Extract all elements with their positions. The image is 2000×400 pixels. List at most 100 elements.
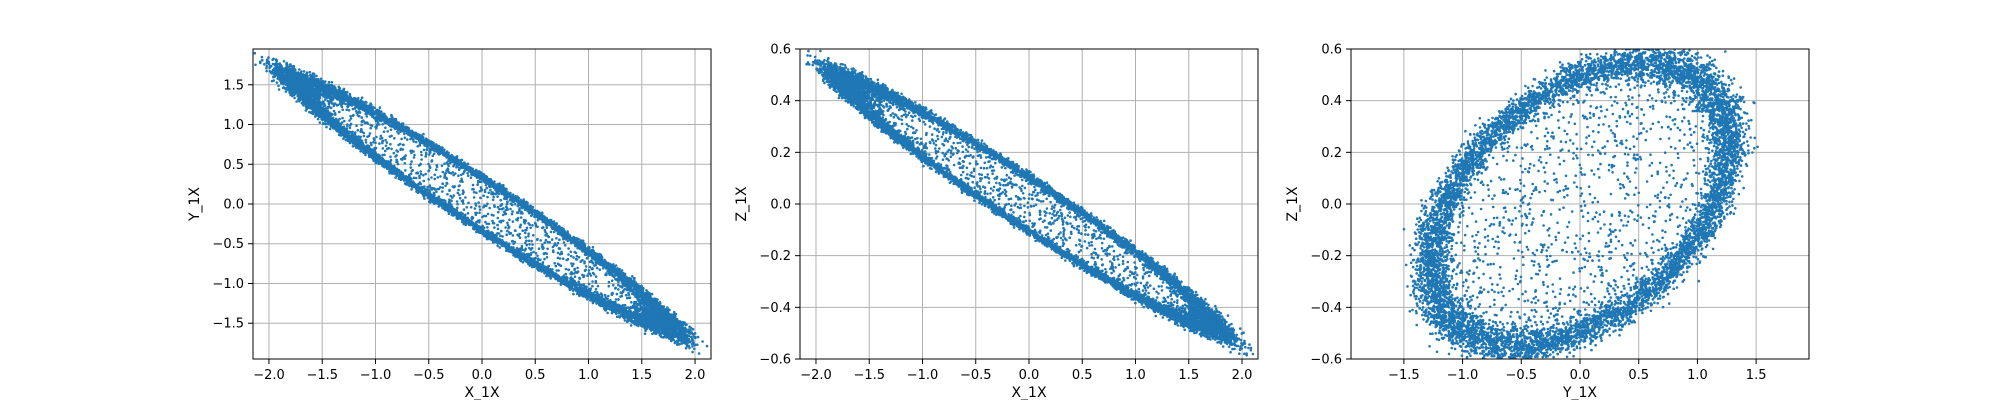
scatter-point <box>512 242 515 245</box>
scatter-point <box>420 158 423 161</box>
scatter-point <box>545 226 549 229</box>
scatter-point <box>591 271 595 275</box>
scatter-point <box>499 234 502 238</box>
scatter-point <box>466 174 470 178</box>
scatter-point <box>356 114 360 117</box>
scatter-point <box>378 123 381 126</box>
scatter-point <box>308 70 312 74</box>
scatter-point <box>381 123 385 126</box>
scatter-point <box>398 142 402 146</box>
scatter-point <box>410 169 414 173</box>
scatter-point <box>499 220 503 224</box>
scatter-point <box>349 122 353 126</box>
scatter-point <box>693 347 696 351</box>
scatter-point <box>315 74 318 78</box>
scatter-point <box>404 169 407 172</box>
scatter-point <box>603 293 607 297</box>
scatter-point <box>572 256 575 259</box>
scatter-point <box>282 60 286 63</box>
scatter-point <box>476 181 480 184</box>
scatter-point <box>544 238 548 242</box>
scatter-point <box>523 231 527 235</box>
scatter-point <box>422 148 426 152</box>
scatter-point <box>383 149 387 153</box>
scatter-point <box>422 174 425 177</box>
scatter-point <box>507 242 511 245</box>
scatter-point <box>263 63 266 66</box>
scatter-point <box>486 202 489 205</box>
scatter-point <box>543 257 546 261</box>
scatter-point <box>392 151 396 155</box>
scatter-point <box>447 200 451 204</box>
scatter-point <box>400 137 403 141</box>
scatter-point <box>436 176 440 179</box>
scatter-point <box>696 335 700 339</box>
scatter-point <box>556 251 560 255</box>
scatter-point <box>626 306 630 309</box>
scatter-point <box>595 266 599 270</box>
scatter-point <box>532 234 535 237</box>
scatter-point <box>469 206 473 209</box>
scatter-point <box>588 265 592 269</box>
scatter-point <box>407 128 411 132</box>
scatter-point <box>650 292 654 296</box>
scatter-point <box>260 55 264 59</box>
scatter-point <box>578 294 581 298</box>
scatter-point <box>430 159 434 162</box>
scatter-point <box>557 269 560 272</box>
scatter-point <box>414 140 418 144</box>
scatter-point <box>559 283 563 286</box>
scatter-point <box>471 183 475 187</box>
scatter-point <box>502 219 505 223</box>
scatter-point <box>697 352 701 355</box>
scatter-point <box>487 191 491 194</box>
scatter-point <box>332 104 336 108</box>
scatter-point <box>399 130 402 134</box>
scatter-point <box>311 112 315 115</box>
scatter-point <box>384 126 387 130</box>
scatter-point <box>615 292 619 296</box>
scatter-point <box>464 196 467 199</box>
scatter-point <box>691 345 694 348</box>
scatter-point <box>478 205 481 208</box>
scatter-point <box>473 207 477 210</box>
scatter-point <box>360 116 364 119</box>
scatter-point <box>509 202 513 206</box>
scatter-point <box>422 179 426 183</box>
scatter-point <box>441 170 445 174</box>
scatter-point <box>606 311 609 315</box>
scatter-point <box>491 198 495 202</box>
scatter-point <box>372 140 375 144</box>
scatter-point <box>693 344 696 347</box>
scatter-point <box>254 63 257 67</box>
scatter-point <box>388 172 391 175</box>
scatter-point <box>623 319 627 322</box>
scatter-point <box>460 199 464 203</box>
scatter-point <box>293 96 296 100</box>
scatter-point <box>480 189 484 192</box>
scatter-point <box>460 177 463 181</box>
scatter-point <box>577 280 580 284</box>
scatter-point <box>527 252 530 256</box>
scatter-point <box>543 241 546 244</box>
scatter-point <box>369 123 373 127</box>
scatter-point <box>587 269 591 272</box>
scatter-point <box>549 230 553 234</box>
scatter-point <box>289 63 292 66</box>
scatter-point <box>593 264 596 267</box>
scatter-point <box>614 312 618 316</box>
scatter-point <box>348 92 352 96</box>
scatter-point <box>525 239 528 243</box>
scatter-point <box>488 206 492 210</box>
scatter-point <box>570 262 573 265</box>
scatter-point <box>450 199 453 202</box>
scatter-point <box>556 262 560 266</box>
scatter-point <box>509 207 512 211</box>
scatter-point <box>349 114 352 118</box>
scatter-point <box>511 220 515 223</box>
scatter-point <box>475 191 478 194</box>
scatter-point <box>687 334 690 338</box>
scatter-point <box>485 222 489 226</box>
scatter-point <box>511 210 514 213</box>
scatter-point <box>261 58 264 62</box>
